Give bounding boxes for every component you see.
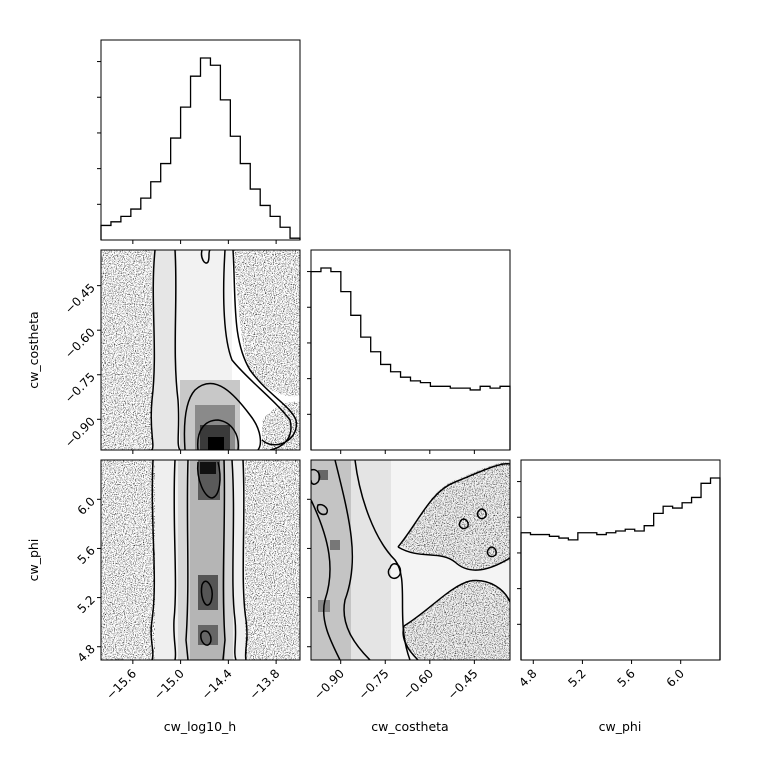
histogram-cw_log10_h bbox=[100, 57, 301, 240]
contour-line bbox=[387, 563, 402, 580]
density-cell bbox=[200, 462, 216, 474]
density-cell bbox=[152, 250, 177, 450]
hist-panel-cw_log10_h bbox=[97, 39, 301, 241]
panel-frame bbox=[100, 249, 301, 451]
contour-line bbox=[232, 250, 298, 446]
contour-line bbox=[183, 382, 262, 450]
y-tick-label: 6.0 bbox=[75, 494, 98, 517]
density-cell bbox=[208, 437, 224, 450]
y-tick-label: −0.45 bbox=[62, 281, 98, 317]
contour-line bbox=[334, 460, 371, 660]
contour-line bbox=[231, 460, 237, 660]
density-shading bbox=[152, 250, 240, 450]
x-tick-label: 6.0 bbox=[664, 666, 687, 689]
histogram-cw_phi bbox=[520, 477, 721, 660]
contour-line bbox=[486, 546, 497, 558]
x-tick-label: −15.6 bbox=[103, 666, 139, 702]
histogram-cw_costheta bbox=[310, 267, 511, 450]
contour-line bbox=[150, 250, 156, 450]
contour-line bbox=[311, 499, 341, 660]
contour-lines bbox=[311, 460, 510, 660]
density-cell bbox=[198, 625, 218, 645]
scatter-region bbox=[101, 250, 300, 450]
x-tick-label: −15.0 bbox=[151, 666, 187, 702]
contour-line bbox=[150, 460, 156, 660]
panel-frame bbox=[310, 459, 511, 661]
contour-line bbox=[316, 503, 329, 516]
contour-line bbox=[354, 460, 411, 660]
y-axis-label-cw_costheta: cw_costheta bbox=[26, 311, 41, 388]
y-tick-label: 5.2 bbox=[75, 593, 98, 616]
x-axis-label-cw_phi: cw_phi bbox=[599, 719, 642, 734]
contour-line bbox=[242, 460, 248, 660]
contour-line bbox=[173, 460, 177, 660]
density-panel-phi-vs-costheta bbox=[311, 460, 510, 660]
outlier-points bbox=[403, 579, 510, 660]
contour-line bbox=[174, 250, 181, 450]
panel-frame bbox=[520, 459, 721, 661]
contour-line bbox=[200, 630, 212, 646]
x-tick-label: −0.90 bbox=[311, 666, 347, 702]
density-panel-phi-vs-log10h bbox=[101, 460, 300, 660]
y-tick-label: −0.60 bbox=[62, 325, 98, 361]
density-shading bbox=[155, 460, 245, 660]
hist-panel-cw_phi bbox=[517, 459, 721, 661]
outlier-points bbox=[245, 460, 300, 660]
outlier-points bbox=[400, 461, 510, 570]
y-tick-label: 5.6 bbox=[75, 543, 98, 566]
contour-line bbox=[200, 250, 211, 264]
contour-line bbox=[397, 463, 510, 548]
y-tick-label: 4.8 bbox=[75, 642, 98, 665]
density-cell bbox=[330, 540, 340, 550]
density-cell bbox=[311, 460, 351, 660]
hist-panel-cw_costheta bbox=[307, 249, 511, 451]
x-tick-label: 4.8 bbox=[516, 666, 539, 689]
y-axis-label-cw_phi: cw_phi bbox=[26, 539, 41, 582]
outlier-points bbox=[101, 460, 155, 660]
contour-line bbox=[185, 460, 189, 660]
x-tick-label: −13.8 bbox=[247, 666, 283, 702]
scatter-region bbox=[400, 461, 510, 660]
contour-line bbox=[458, 518, 469, 530]
contour-line bbox=[402, 625, 419, 660]
contour-line bbox=[311, 468, 321, 485]
x-tick-label: −0.45 bbox=[445, 666, 481, 702]
y-tick-label: −0.75 bbox=[62, 370, 98, 406]
contour-line bbox=[403, 579, 510, 627]
x-tick-label: 5.2 bbox=[565, 666, 588, 689]
x-tick-label: −0.75 bbox=[356, 666, 392, 702]
density-cell bbox=[318, 470, 328, 480]
x-tick-label: −14.4 bbox=[199, 666, 235, 702]
x-axis-label-cw_log10_h: cw_log10_h bbox=[164, 719, 236, 734]
contour-lines bbox=[150, 460, 248, 660]
contour-line bbox=[222, 250, 292, 450]
contour-line bbox=[200, 580, 213, 606]
x-tick-label: −0.60 bbox=[400, 666, 436, 702]
contour-line bbox=[196, 461, 221, 499]
contour-line bbox=[476, 508, 487, 520]
density-cell bbox=[351, 460, 391, 660]
outlier-points bbox=[101, 250, 152, 450]
contour-line bbox=[222, 460, 226, 660]
x-axis-label-cw_costheta: cw_costheta bbox=[371, 719, 448, 734]
panel-frame bbox=[100, 459, 301, 661]
contour-line bbox=[197, 419, 240, 450]
outlier-points bbox=[232, 250, 300, 397]
y-tick-label: −0.90 bbox=[62, 414, 98, 450]
scatter-region bbox=[101, 460, 300, 660]
density-panel-costheta-vs-log10h bbox=[101, 250, 300, 450]
contour-line bbox=[397, 546, 510, 571]
panel-frame bbox=[100, 39, 301, 241]
contour-lines bbox=[150, 250, 298, 450]
x-tick-label: 5.6 bbox=[615, 666, 638, 689]
